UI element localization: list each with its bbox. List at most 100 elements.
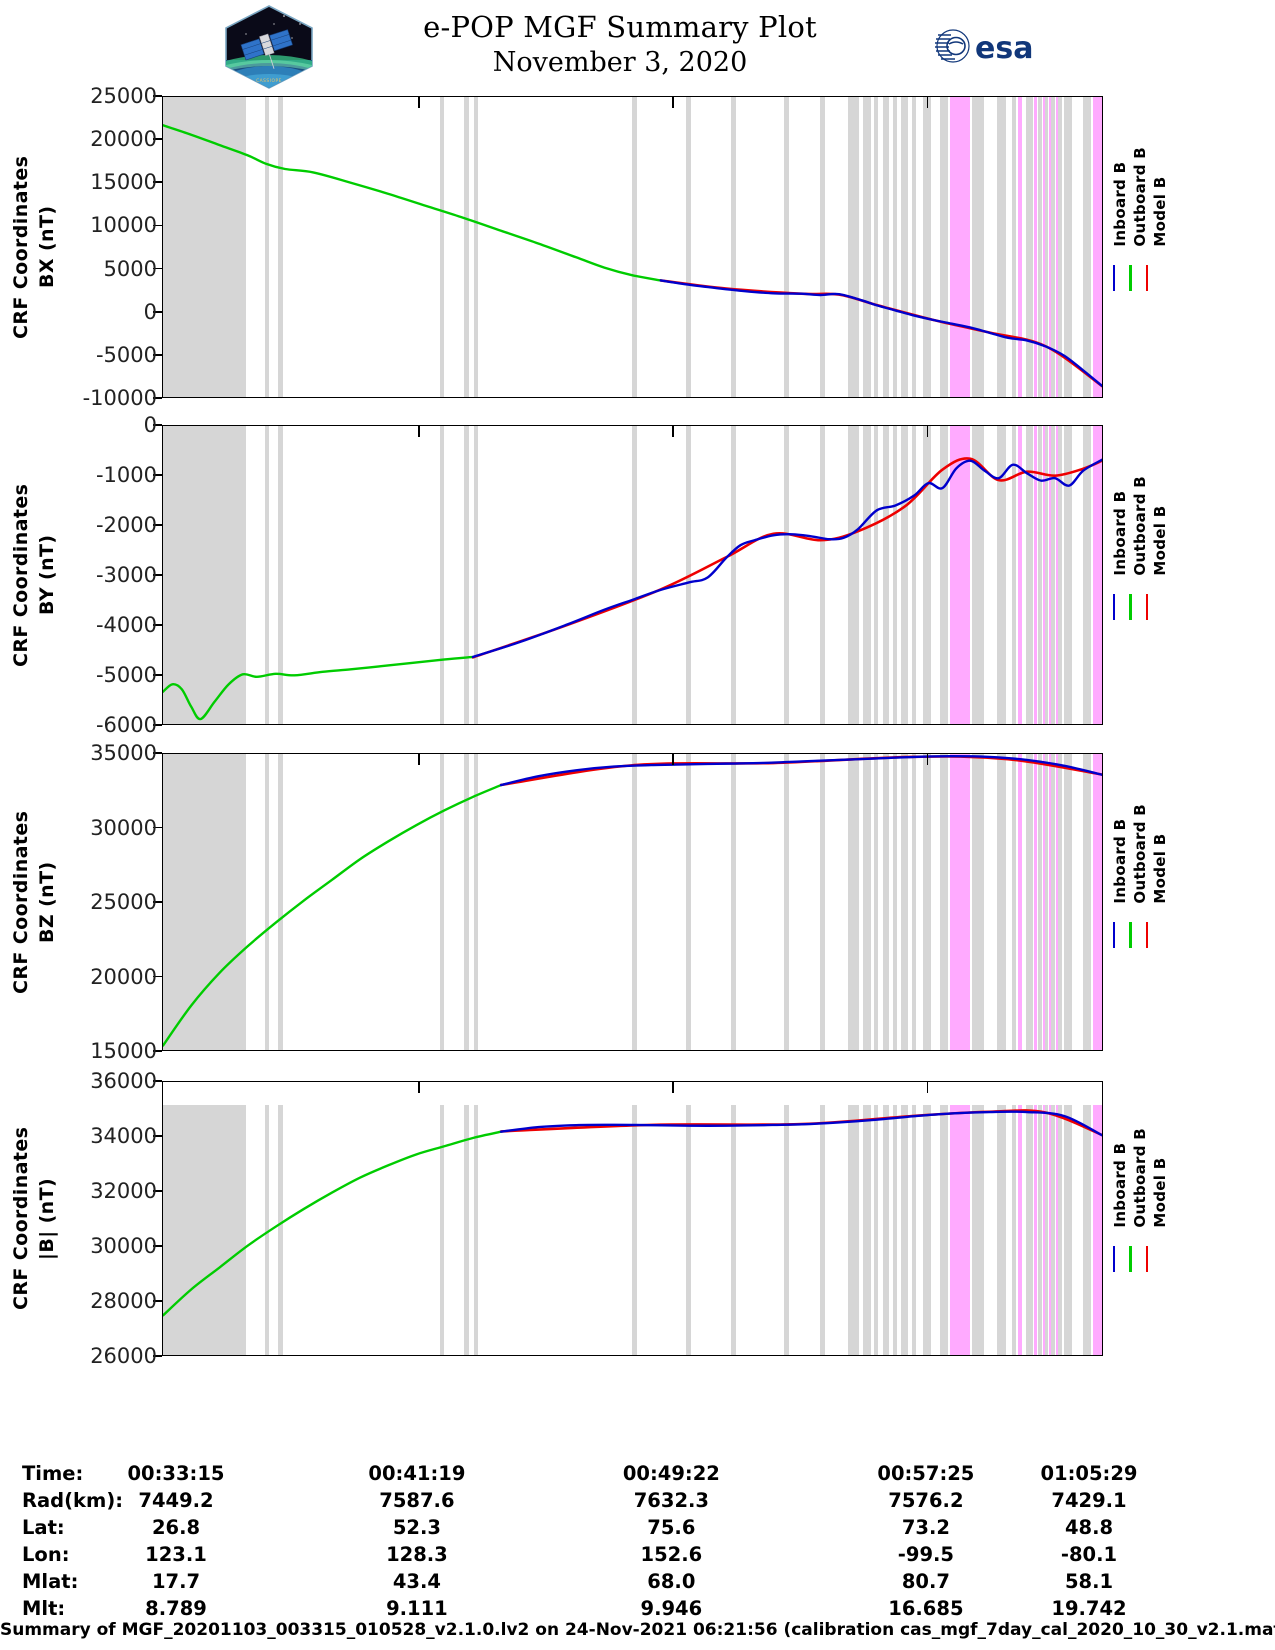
y-tick-label: 32000 xyxy=(90,1179,157,1203)
shaded-band-pink xyxy=(1092,754,1102,1050)
shaded-band-gray xyxy=(731,1105,737,1355)
y-axis-tick xyxy=(153,1050,162,1052)
table-row-label: Mlat: xyxy=(22,1570,79,1593)
table-row: Time: 00:33:15 00:41:19 00:49:22 00:57:25 01:… xyxy=(0,1462,1275,1489)
shaded-band-gray xyxy=(163,1105,246,1355)
y-axis-tick xyxy=(153,474,162,476)
shaded-band-gray xyxy=(893,97,897,397)
shaded-band-pink xyxy=(1034,426,1038,724)
series-line-inboard-b xyxy=(499,1110,1102,1137)
shaded-band-pink xyxy=(1049,1105,1052,1355)
legend-swatch-inboard-b xyxy=(1113,594,1116,620)
y-axis-tick xyxy=(153,354,162,356)
x-axis-tick xyxy=(417,1082,420,1093)
shaded-band-gray xyxy=(163,97,246,397)
shaded-band-pink xyxy=(949,426,971,724)
shaded-band-gray xyxy=(940,1105,948,1355)
series-line-outboard-b xyxy=(163,1130,503,1317)
shaded-intervals xyxy=(163,97,1102,397)
shaded-band-gray xyxy=(940,754,948,1050)
x-axis-tick xyxy=(672,426,674,437)
shaded-band-gray xyxy=(882,97,890,397)
chart-panel-by: 0 -1000 -2000 -3000 -4000 -5000 -6000 CRF Coord… xyxy=(10,413,1169,737)
shaded-band-pink xyxy=(1018,754,1023,1050)
y-tick-label: 35000 xyxy=(90,741,157,765)
shaded-band-gray xyxy=(874,754,879,1050)
shaded-band-gray xyxy=(686,754,691,1050)
shaded-band-pink xyxy=(1034,97,1038,397)
y-axis-tick xyxy=(153,826,162,829)
legend-swatch-model-b xyxy=(1145,921,1149,948)
shaded-band-gray xyxy=(1083,97,1091,397)
shaded-band-pink xyxy=(1034,754,1038,1050)
shaded-band-gray xyxy=(972,97,984,397)
y-tick-label: -2000 xyxy=(95,513,157,537)
legend-swatch-model-b xyxy=(1145,1245,1149,1272)
shaded-band-gray xyxy=(473,1105,479,1355)
shaded-band-gray xyxy=(874,1105,879,1355)
shaded-band-pink xyxy=(1049,97,1052,397)
table-row: Lon: 123.1 128.3 152.6 -99.5 -80.1 xyxy=(0,1543,1275,1570)
shaded-band-gray xyxy=(819,1105,825,1355)
shaded-band-gray xyxy=(1044,426,1049,724)
series-layer-bz xyxy=(163,755,1102,1047)
y-tick-label: -3000 xyxy=(95,563,157,587)
shaded-intervals xyxy=(163,754,1102,1050)
y-axis-labels-by: 0 -1000 -2000 -3000 -4000 -5000 -6000 xyxy=(7,413,157,737)
shaded-band-gray xyxy=(631,97,638,397)
shaded-band-gray xyxy=(863,754,871,1050)
shaded-band-gray xyxy=(972,426,984,724)
shaded-band-gray xyxy=(464,1105,469,1355)
shaded-band-gray xyxy=(996,426,1007,724)
shaded-band-gray xyxy=(819,97,825,397)
shaded-band-gray xyxy=(972,754,984,1050)
shaded-band-gray xyxy=(874,426,879,724)
shaded-band-gray xyxy=(972,1105,984,1355)
y-tick-label: -1000 xyxy=(95,463,157,487)
y-tick-label: 20000 xyxy=(90,964,157,989)
shaded-band-pink xyxy=(1092,1105,1102,1355)
shaded-band-pink xyxy=(1092,426,1102,724)
legend-label-inboard-b: Inboard B xyxy=(1111,1142,1129,1228)
table-cell: 17.7 xyxy=(151,1570,201,1593)
table-cell: 9.111 xyxy=(386,1597,448,1620)
shaded-band-gray xyxy=(1025,754,1034,1050)
shaded-intervals xyxy=(163,1082,1102,1355)
table-row: Lat: 26.8 52.3 75.6 73.2 48.8 xyxy=(0,1516,1275,1543)
y-tick-label: 0 xyxy=(143,299,157,324)
table-cell: 43.4 xyxy=(392,1570,441,1593)
shaded-band-gray xyxy=(264,1105,270,1355)
shaded-band-gray xyxy=(277,754,283,1050)
legend-label-outboard-b: Outboard B xyxy=(1131,476,1149,576)
shaded-band-pink xyxy=(1056,754,1058,1050)
shaded-band-gray xyxy=(1064,97,1072,397)
shaded-band-gray xyxy=(996,754,1007,1050)
legend-swatch-inboard-b xyxy=(1113,1245,1116,1272)
plot-frame-bz xyxy=(162,753,1103,1051)
table-cell: 01:05:29 xyxy=(1040,1462,1138,1485)
shaded-band-gray xyxy=(900,426,909,724)
shaded-band-gray xyxy=(277,97,283,397)
table-cell: 00:49:22 xyxy=(622,1462,720,1485)
shaded-band-gray xyxy=(863,1105,871,1355)
table-cell: 00:57:25 xyxy=(877,1462,975,1485)
y-tick-label: 30000 xyxy=(90,815,157,840)
shaded-band-gray xyxy=(996,97,1007,397)
shaded-band-gray xyxy=(923,754,931,1050)
y-axis-labels-bmag: 36000 34000 32000 30000 28000 26000 xyxy=(7,1069,157,1368)
shaded-band-gray xyxy=(1011,1105,1017,1355)
x-axis-tick xyxy=(417,426,420,437)
table-cell: 7576.2 xyxy=(888,1489,964,1512)
shaded-band-gray xyxy=(163,426,246,724)
table-row-label: Mlt: xyxy=(22,1597,66,1620)
shaded-band-gray xyxy=(439,426,445,724)
y-axis-title-unit-bmag: |B| (nT) xyxy=(36,1177,58,1260)
shaded-band-gray xyxy=(473,426,479,724)
table-row-label: Rad(km): xyxy=(22,1489,124,1512)
shaded-band-gray xyxy=(863,426,871,724)
y-axis-tick xyxy=(153,1135,162,1137)
legend-label-model-b: Model B xyxy=(1151,176,1169,247)
y-tick-label: 30000 xyxy=(90,1234,157,1258)
shaded-band-gray xyxy=(819,426,825,724)
plot-frame-bmag xyxy=(162,1081,1103,1356)
